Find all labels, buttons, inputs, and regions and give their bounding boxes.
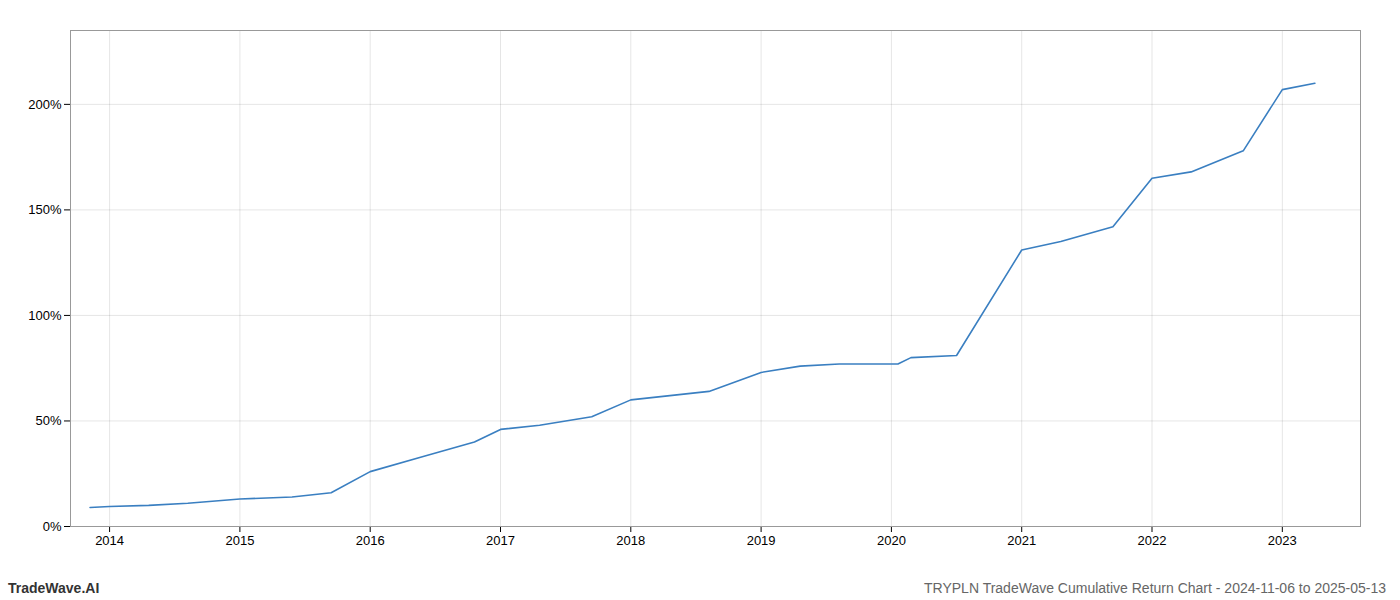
svg-text:2021: 2021 (1007, 533, 1036, 548)
svg-text:2014: 2014 (95, 533, 124, 548)
svg-text:0%: 0% (43, 519, 62, 534)
svg-text:50%: 50% (35, 413, 61, 428)
svg-text:2015: 2015 (225, 533, 254, 548)
svg-text:2020: 2020 (877, 533, 906, 548)
svg-text:150%: 150% (28, 202, 62, 217)
svg-text:2023: 2023 (1268, 533, 1297, 548)
svg-text:2022: 2022 (1138, 533, 1167, 548)
svg-text:2019: 2019 (747, 533, 776, 548)
svg-text:2017: 2017 (486, 533, 515, 548)
svg-text:100%: 100% (28, 308, 62, 323)
svg-text:2016: 2016 (356, 533, 385, 548)
svg-text:200%: 200% (28, 97, 62, 112)
svg-text:2018: 2018 (616, 533, 645, 548)
html-text:TradeWave.AI: TradeWave.AI (8, 580, 100, 596)
html-text:TRYPLN TradeWave Cumulative Re: TRYPLN TradeWave Cumulative Return Chart… (924, 580, 1386, 596)
